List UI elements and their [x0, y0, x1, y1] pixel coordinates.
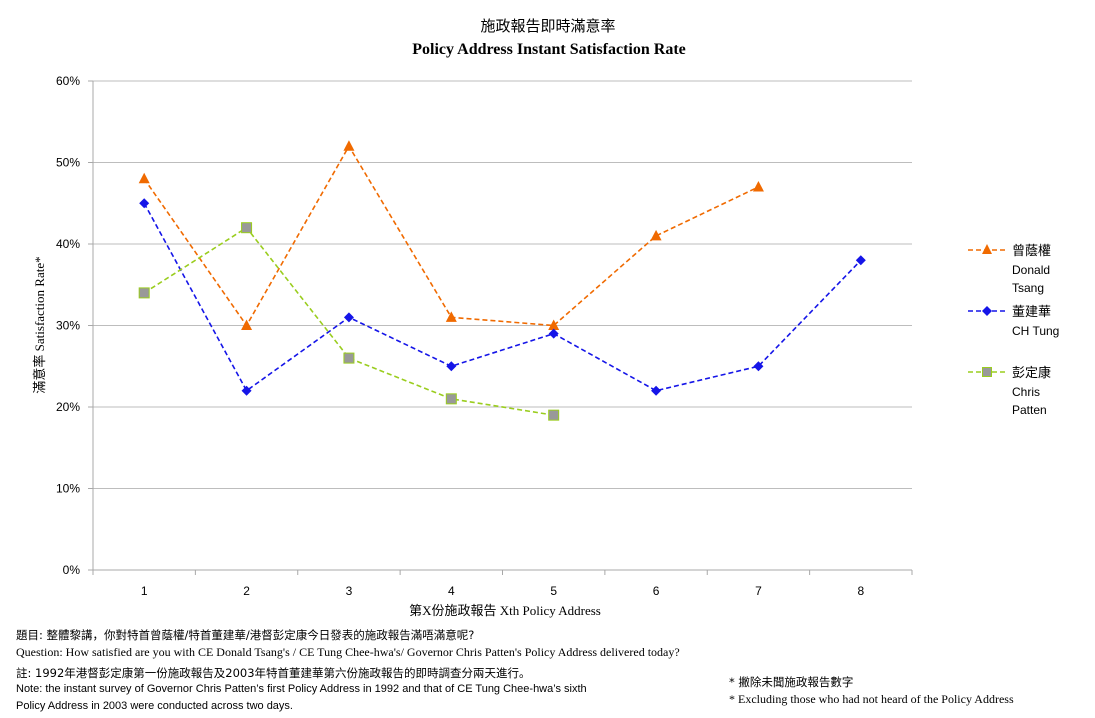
data-point-tung [753, 361, 764, 372]
data-point-patten [548, 409, 560, 421]
y-axis-title: 滿意率 Satisfaction Rate* [32, 256, 47, 393]
exclusion-note-zh: * 撇除未聞施政報告數字 [729, 675, 854, 689]
y-tick-label: 40% [56, 237, 80, 251]
data-point-tung [548, 328, 559, 339]
series-tung [139, 198, 866, 396]
data-point-tsang [241, 319, 253, 330]
legend-label-tsang-zh: 曾蔭權 [1012, 244, 1051, 259]
legend-item-tsang: 曾蔭權 Donald Tsang [968, 244, 1051, 295]
remark-zh: 註: 1992年港督彭定康第一份施政報告及2003年特首董建華第六份施政報告的即… [16, 666, 531, 680]
series-line-patten [143, 226, 554, 416]
y-tick-label: 60% [56, 74, 80, 88]
legend-label-patten-en-2: Patten [1012, 403, 1047, 417]
data-point-patten [445, 393, 457, 405]
legend-marker-tsang [982, 244, 992, 254]
series-line-tung [143, 202, 862, 392]
data-point-tsang [548, 319, 560, 330]
chart-title-zh: 施政報告即時滿意率 [480, 17, 615, 35]
legend: 曾蔭權 Donald Tsang 董建華 CH Tung 彭定康 Chris P… [968, 244, 1059, 417]
data-point-tsang [650, 229, 662, 241]
legend-label-patten-zh: 彭定康 [1012, 365, 1051, 381]
data-point-patten [241, 222, 253, 234]
legend-label-tung-en: CH Tung [1012, 324, 1059, 338]
series-patten [138, 222, 560, 421]
legend-label-tsang-en-2: Tsang [1012, 281, 1044, 295]
x-tick-label: 6 [653, 584, 660, 598]
y-tick-label: 10% [56, 482, 80, 496]
x-tick-label: 2 [243, 584, 250, 598]
legend-label-tsang-en-1: Donald [1012, 263, 1050, 277]
data-point-tung [446, 361, 457, 372]
y-tick-label: 50% [56, 156, 80, 170]
exclusion-note-en: * Excluding those who had not heard of t… [729, 692, 1014, 706]
legend-label-tung-zh: 董建華 [1012, 305, 1051, 320]
data-point-patten [343, 352, 355, 364]
y-tick-label: 0% [63, 563, 81, 577]
series-line-tsang [143, 144, 759, 327]
x-tick-label: 3 [346, 584, 353, 598]
legend-item-tung: 董建華 CH Tung [968, 305, 1059, 338]
data-point-tsang [343, 140, 355, 151]
data-point-tung [139, 198, 150, 209]
y-axis-ticks: 0% 10% 20% 30% 40% 50% 60% [56, 74, 80, 577]
data-point-tung [855, 255, 866, 266]
x-tick-label: 8 [857, 584, 864, 598]
x-tick-label: 5 [550, 584, 557, 598]
x-tick-label: 1 [141, 584, 148, 598]
legend-marker-tung [982, 306, 992, 316]
data-point-tung [343, 312, 354, 323]
y-tick-label: 20% [56, 400, 80, 414]
y-tick-label: 30% [56, 319, 80, 333]
remark-en-line-2: Policy Address in 2003 were conducted ac… [16, 700, 293, 712]
chart-title-en: Policy Address Instant Satisfaction Rate [412, 41, 686, 58]
data-point-tsang [445, 311, 457, 322]
remark-en-line-1: Note: the instant survey of Governor Chr… [16, 683, 587, 695]
question-zh: 題目: 整體黎講，你對特首曾蔭權/特首董建華/港督彭定康今日發表的施政報告滿唔滿… [16, 628, 475, 642]
legend-marker-patten [982, 367, 992, 377]
series-layer [138, 140, 866, 421]
series-tsang [138, 140, 764, 330]
data-point-tung [651, 385, 662, 396]
x-tick-label: 7 [755, 584, 762, 598]
legend-item-patten: 彭定康 Chris Patten [968, 365, 1051, 417]
data-point-tsang [138, 172, 150, 184]
legend-label-patten-en-1: Chris [1012, 385, 1040, 399]
x-axis-title: 第X份施政報告 Xth Policy Address [409, 603, 601, 618]
x-axis-ticks: 1 2 3 4 5 6 7 8 [92, 570, 913, 598]
data-point-tsang [752, 180, 764, 192]
x-tick-label: 4 [448, 584, 455, 598]
question-en: Question: How satisfied are you with CE … [16, 645, 680, 659]
data-point-tung [241, 385, 252, 396]
data-point-patten [138, 287, 150, 299]
